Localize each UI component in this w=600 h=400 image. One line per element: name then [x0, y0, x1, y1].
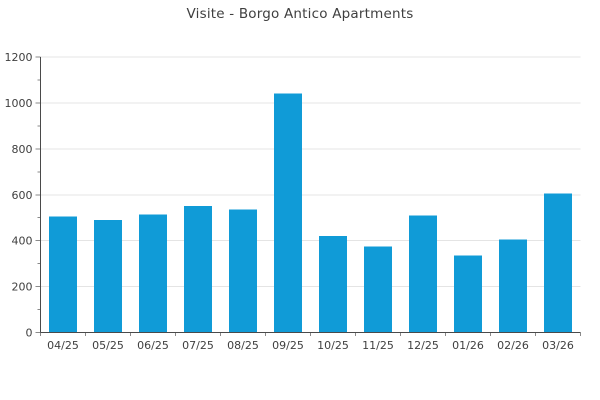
x-axis-label: 04/25 — [47, 339, 79, 352]
y-axis-label: 200 — [12, 281, 33, 294]
bar-08-25 — [229, 209, 257, 333]
y-axis-label: 800 — [12, 143, 33, 156]
y-axis-label: 0 — [26, 327, 33, 340]
bar-09-25 — [274, 93, 302, 333]
x-axis-label: 06/25 — [137, 339, 169, 352]
bar-03-26 — [544, 193, 572, 333]
x-axis-label: 05/25 — [92, 339, 124, 352]
x-axis-label: 03/26 — [542, 339, 574, 352]
x-axis-label: 09/25 — [272, 339, 304, 352]
bar-04-25 — [49, 216, 77, 333]
bar-02-26 — [499, 239, 527, 333]
bar-01-26 — [454, 255, 482, 333]
bar-10-25 — [319, 236, 347, 333]
bar-07-25 — [184, 206, 212, 333]
y-axis-label: 400 — [12, 235, 33, 248]
x-axis-label: 12/25 — [407, 339, 439, 352]
x-axis-label: 11/25 — [362, 339, 394, 352]
x-axis-label: 10/25 — [317, 339, 349, 352]
bar-12-25 — [409, 215, 437, 333]
x-axis-label: 08/25 — [227, 339, 259, 352]
bar-05-25 — [94, 220, 122, 333]
x-axis-label: 02/26 — [497, 339, 529, 352]
y-axis-label: 1000 — [5, 97, 33, 110]
bar-06-25 — [139, 214, 167, 333]
x-axis-label: 07/25 — [182, 339, 214, 352]
y-axis-label: 600 — [12, 189, 33, 202]
x-axis-label: 01/26 — [452, 339, 484, 352]
bar-11-25 — [364, 246, 392, 333]
y-axis-label: 1200 — [5, 51, 33, 64]
chart-title: Visite - Borgo Antico Apartments — [186, 6, 414, 22]
